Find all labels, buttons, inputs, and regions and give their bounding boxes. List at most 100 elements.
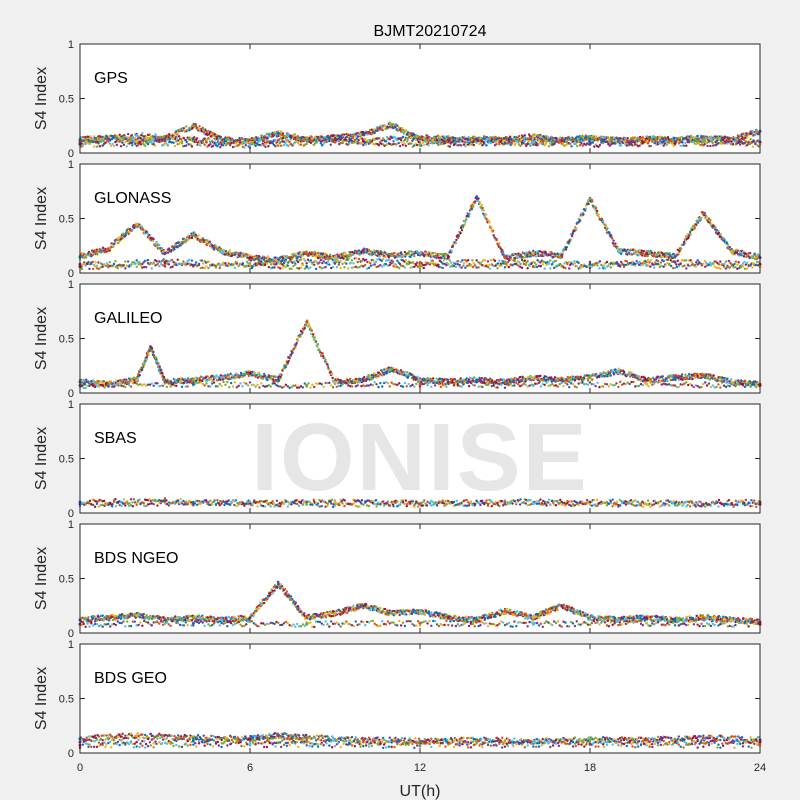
data-point <box>188 136 191 139</box>
data-point <box>153 144 157 147</box>
data-point <box>742 138 746 142</box>
data-point <box>568 142 572 145</box>
data-point <box>324 265 327 269</box>
data-point <box>492 140 495 143</box>
data-point <box>713 137 716 140</box>
data-point <box>357 139 360 142</box>
data-point <box>600 263 603 267</box>
data-point <box>551 262 554 266</box>
data-point <box>679 247 683 250</box>
data-point <box>736 263 739 266</box>
data-point <box>679 262 682 266</box>
data-point <box>195 137 199 140</box>
data-point <box>454 262 457 266</box>
data-point <box>170 258 174 262</box>
data-point <box>158 264 161 268</box>
data-point <box>678 142 681 145</box>
data-point <box>218 266 221 270</box>
data-point <box>508 259 511 262</box>
data-point <box>396 124 399 127</box>
data-point <box>309 266 312 269</box>
data-point <box>294 263 297 266</box>
data-point <box>248 143 252 147</box>
data-point <box>120 138 123 141</box>
data-point <box>676 140 680 143</box>
data-point <box>723 262 726 266</box>
data-point <box>526 260 529 263</box>
data-point <box>729 141 732 145</box>
data-point <box>224 261 227 265</box>
data-point <box>602 264 606 267</box>
data-point <box>255 136 258 139</box>
data-point <box>666 139 669 143</box>
data-point <box>230 254 234 257</box>
data-point <box>472 205 475 208</box>
data-point <box>398 144 402 148</box>
data-point <box>333 258 337 262</box>
data-point <box>541 263 544 266</box>
data-point <box>216 262 220 266</box>
data-point <box>689 134 693 138</box>
data-point <box>204 140 208 144</box>
data-point <box>350 259 354 262</box>
data-point <box>281 140 284 143</box>
data-point <box>560 264 563 267</box>
data-point <box>577 140 580 143</box>
data-point <box>114 140 117 144</box>
data-point <box>233 145 236 148</box>
data-point <box>148 138 152 141</box>
data-point <box>546 139 549 143</box>
data-point <box>136 143 140 147</box>
data-point <box>243 146 246 149</box>
data-point <box>469 136 473 140</box>
data-point <box>626 136 629 140</box>
data-point <box>194 233 198 237</box>
data-point <box>454 265 458 269</box>
data-point <box>191 124 195 128</box>
data-point <box>276 131 280 135</box>
data-point <box>475 195 479 199</box>
data-point <box>422 266 425 270</box>
data-point <box>160 246 164 250</box>
data-point <box>341 133 344 136</box>
data-point <box>565 246 569 249</box>
data-point <box>649 265 652 268</box>
data-point <box>168 133 171 136</box>
data-point <box>335 266 339 269</box>
data-point <box>728 245 731 249</box>
data-point <box>513 143 517 147</box>
data-point <box>476 139 480 143</box>
data-point <box>146 258 150 262</box>
data-point <box>381 129 384 132</box>
data-point <box>254 144 257 148</box>
data-point <box>653 139 657 143</box>
data-point <box>144 265 148 269</box>
data-point <box>475 141 478 144</box>
data-point <box>275 135 279 138</box>
data-point <box>490 225 493 229</box>
data-point <box>679 144 682 148</box>
data-point <box>515 262 518 266</box>
data-point <box>673 260 677 264</box>
data-point <box>356 260 359 264</box>
data-point <box>203 266 206 270</box>
data-point <box>508 135 512 138</box>
data-point <box>105 262 109 265</box>
data-point <box>366 139 369 142</box>
data-point <box>390 123 394 127</box>
data-point <box>696 221 700 224</box>
data-point <box>194 140 198 144</box>
data-point <box>336 257 340 261</box>
data-point <box>704 141 708 144</box>
data-point <box>330 256 334 259</box>
data-point <box>529 144 532 148</box>
data-point <box>230 141 233 145</box>
data-point <box>584 207 587 210</box>
data-point <box>406 140 409 143</box>
data-point <box>516 140 519 144</box>
data-point <box>379 263 382 267</box>
data-point <box>333 140 337 144</box>
data-point <box>605 260 609 264</box>
data-point <box>722 237 726 240</box>
data-point <box>522 256 525 259</box>
